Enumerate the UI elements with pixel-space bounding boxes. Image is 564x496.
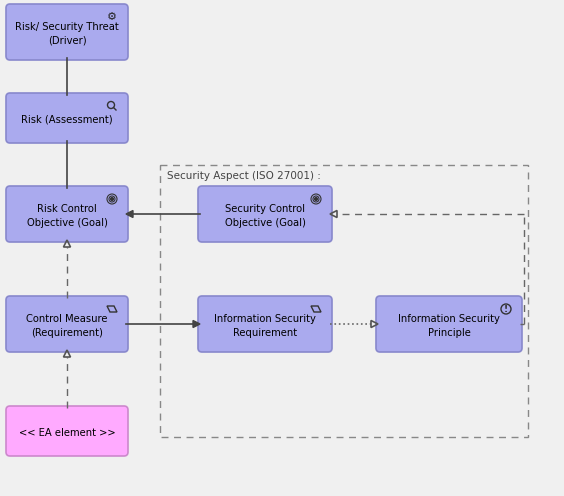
Circle shape	[112, 198, 113, 199]
FancyBboxPatch shape	[6, 406, 128, 456]
FancyBboxPatch shape	[6, 186, 128, 242]
Circle shape	[315, 198, 316, 199]
Text: !: !	[504, 305, 508, 314]
Polygon shape	[193, 320, 200, 327]
FancyBboxPatch shape	[6, 296, 128, 352]
FancyBboxPatch shape	[6, 4, 128, 60]
Text: Risk Control
Objective (Goal): Risk Control Objective (Goal)	[27, 204, 107, 228]
FancyBboxPatch shape	[198, 186, 332, 242]
Text: << EA element >>: << EA element >>	[19, 428, 115, 438]
FancyBboxPatch shape	[198, 296, 332, 352]
Text: Control Measure
(Requirement): Control Measure (Requirement)	[27, 314, 108, 338]
Text: Risk (Assessment): Risk (Assessment)	[21, 115, 113, 125]
Polygon shape	[126, 210, 133, 218]
Text: Risk/ Security Threat
(Driver): Risk/ Security Threat (Driver)	[15, 22, 119, 46]
Text: Security Aspect (ISO 27001) :: Security Aspect (ISO 27001) :	[167, 171, 321, 181]
Text: Security Control
Objective (Goal): Security Control Objective (Goal)	[224, 204, 306, 228]
FancyBboxPatch shape	[6, 93, 128, 143]
Text: Information Security
Requirement: Information Security Requirement	[214, 314, 316, 338]
Text: ⚙: ⚙	[107, 12, 117, 22]
FancyBboxPatch shape	[376, 296, 522, 352]
Text: Information Security
Principle: Information Security Principle	[398, 314, 500, 338]
